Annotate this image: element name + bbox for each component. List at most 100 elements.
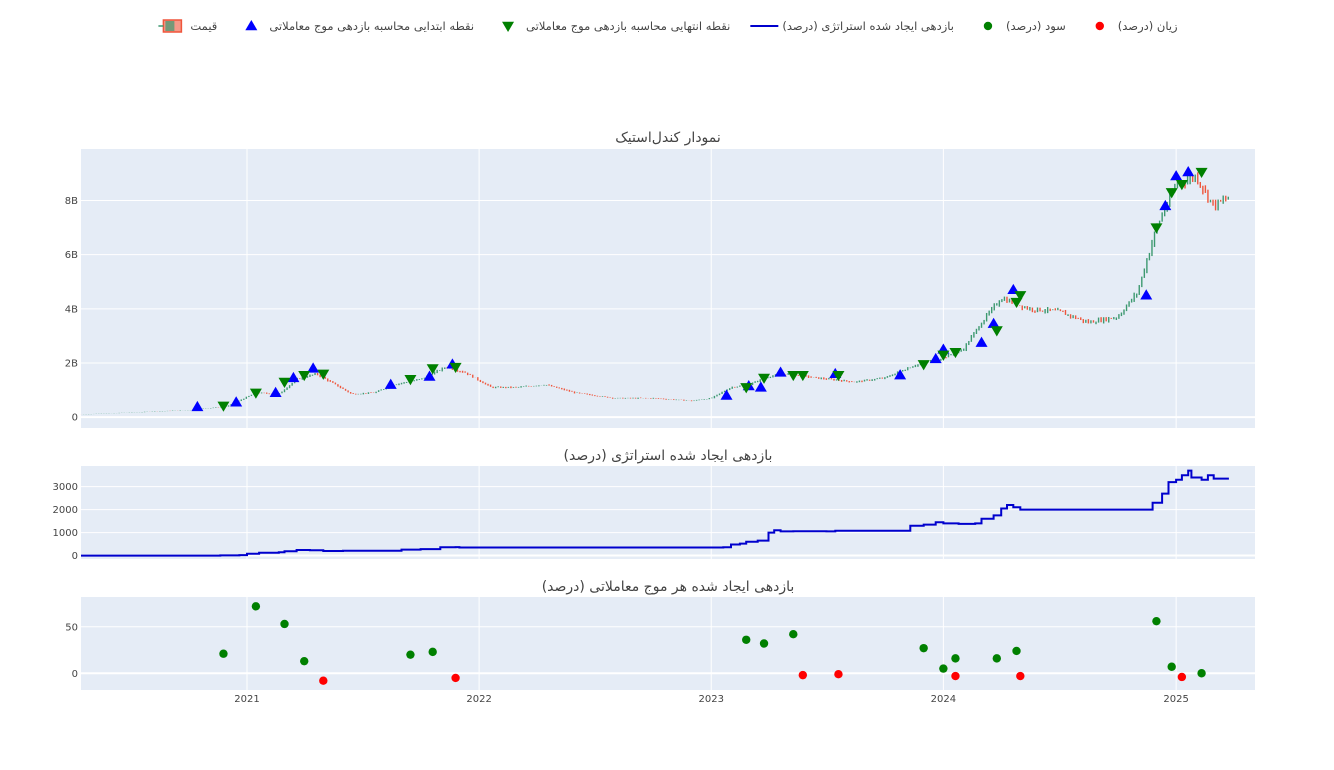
start-marker bbox=[894, 369, 907, 380]
legend-label: سود (درصد) bbox=[1006, 19, 1066, 34]
strategy-plot-area bbox=[81, 466, 1255, 559]
start-marker bbox=[307, 362, 320, 373]
start-marker bbox=[975, 336, 988, 347]
wave-returns-y-ticks: 0 50 bbox=[65, 622, 78, 680]
end-marker bbox=[426, 364, 439, 375]
start-marker bbox=[287, 371, 300, 383]
end-marker bbox=[1150, 223, 1163, 234]
profit-point bbox=[919, 643, 928, 653]
loss-point bbox=[798, 670, 808, 680]
profit-point bbox=[759, 639, 769, 648]
legend-item-loss[interactable]: زیان (درصد) bbox=[1095, 19, 1178, 34]
loss-point bbox=[834, 669, 843, 679]
legend-triangle-down-icon bbox=[502, 21, 515, 32]
start-marker bbox=[1182, 166, 1195, 177]
strategy-line bbox=[81, 469, 1229, 557]
start-marker bbox=[754, 381, 767, 392]
profit-point bbox=[251, 602, 261, 611]
strategy-series bbox=[81, 469, 1229, 557]
start-marker bbox=[423, 370, 436, 381]
legend-item-strategy[interactable]: بازدهی ایجاد شده استراتژی (درصد) bbox=[750, 19, 954, 34]
wave-returns-points bbox=[219, 602, 1206, 685]
start-marker bbox=[191, 400, 204, 412]
profit-point bbox=[428, 647, 437, 657]
y-tick-label: 1000 bbox=[53, 528, 78, 539]
legend-label: زیان (درصد) bbox=[1118, 19, 1178, 34]
x-tick-label: 2021 bbox=[234, 694, 259, 705]
profit-point bbox=[300, 656, 309, 666]
candlestick-plot-area bbox=[81, 149, 1255, 428]
end-marker bbox=[449, 362, 462, 374]
end-marker bbox=[832, 370, 845, 382]
profit-point bbox=[742, 635, 751, 644]
loss-point bbox=[951, 671, 960, 681]
y-tick-label: 6B bbox=[65, 250, 78, 261]
start-marker bbox=[269, 386, 282, 397]
start-marker bbox=[1170, 170, 1183, 181]
profit-point bbox=[406, 650, 415, 659]
start-marker bbox=[1159, 199, 1172, 211]
legend-item-end[interactable]: نقطه انتهایی محاسبه بازدهی موج معاملاتی bbox=[502, 19, 730, 34]
wave-returns-plot-area bbox=[81, 597, 1255, 690]
start-marker bbox=[929, 352, 942, 364]
candlestick-y-ticks: 0 2B 4B 6B 8B bbox=[65, 196, 78, 424]
end-marker bbox=[937, 350, 950, 361]
end-marker bbox=[740, 383, 753, 394]
profit-point bbox=[992, 654, 1001, 663]
legend-circle-icon bbox=[983, 21, 993, 31]
end-marker bbox=[404, 375, 417, 386]
legend-label: بازدهی ایجاد شده استراتژی (درصد) bbox=[782, 19, 954, 34]
loss-point bbox=[1016, 671, 1025, 681]
end-marker bbox=[917, 360, 930, 371]
y-tick-label: 0 bbox=[72, 551, 78, 562]
profit-point bbox=[951, 654, 960, 663]
wave-returns-grid bbox=[81, 597, 1255, 690]
legend-item-profit[interactable]: سود (درصد) bbox=[983, 19, 1066, 34]
y-tick-label: 2B bbox=[65, 358, 78, 369]
legend-item-start[interactable]: نقطه ابتدایی محاسبه بازدهی موج معاملاتی bbox=[245, 19, 474, 34]
y-tick-label: 0 bbox=[72, 413, 78, 424]
profit-point bbox=[1197, 669, 1206, 678]
candlestick-title: نمودار کندل‌استیک bbox=[615, 130, 721, 146]
y-tick-label: 0 bbox=[72, 669, 78, 680]
end-marker bbox=[787, 370, 800, 382]
y-tick-label: 4B bbox=[65, 304, 78, 315]
end-marker bbox=[758, 373, 771, 384]
end-marker bbox=[249, 388, 262, 399]
strategy-y-ticks: 0 1000 2000 3000 bbox=[53, 482, 78, 562]
legend-item-price[interactable]: قیمت bbox=[158, 19, 217, 33]
end-marker bbox=[1175, 180, 1188, 191]
y-tick-label: 2000 bbox=[53, 505, 78, 516]
end-marker bbox=[1010, 297, 1023, 309]
profit-point bbox=[1012, 646, 1021, 656]
end-marker bbox=[298, 370, 311, 382]
start-marker bbox=[720, 389, 733, 400]
x-tick-label: 2023 bbox=[699, 694, 724, 705]
wave-returns-title: بازدهی ایجاد شده هر موج معاملاتی (درصد) bbox=[542, 579, 795, 595]
end-marker bbox=[796, 370, 809, 382]
y-tick-label: 50 bbox=[65, 622, 78, 633]
y-tick-label: 3000 bbox=[53, 482, 78, 493]
start-marker bbox=[774, 366, 787, 377]
candlestick-grid bbox=[81, 149, 1255, 428]
profit-point bbox=[789, 630, 798, 639]
start-marker bbox=[1140, 289, 1153, 300]
start-marker bbox=[384, 378, 397, 389]
legend-triangle-up-icon bbox=[245, 20, 258, 31]
legend-candle-inc-icon bbox=[165, 21, 175, 31]
loss-point bbox=[451, 673, 460, 683]
start-marker bbox=[987, 317, 1000, 328]
profit-point bbox=[1167, 662, 1176, 671]
x-tick-label: 2025 bbox=[1163, 694, 1188, 705]
strategy-title: بازدهی ایجاد شده استراتژی (درصد) bbox=[564, 448, 773, 464]
loss-point bbox=[1177, 672, 1187, 682]
legend-circle-icon bbox=[1095, 21, 1104, 31]
legend-label: قیمت bbox=[190, 19, 217, 33]
end-marker bbox=[949, 347, 962, 359]
legend-label: نقطه انتهایی محاسبه بازدهی موج معاملاتی bbox=[526, 19, 730, 34]
end-marker bbox=[990, 326, 1003, 337]
profit-point bbox=[280, 619, 289, 629]
end-marker bbox=[217, 401, 230, 412]
loss-point bbox=[319, 676, 328, 685]
end-marker bbox=[1014, 291, 1027, 302]
